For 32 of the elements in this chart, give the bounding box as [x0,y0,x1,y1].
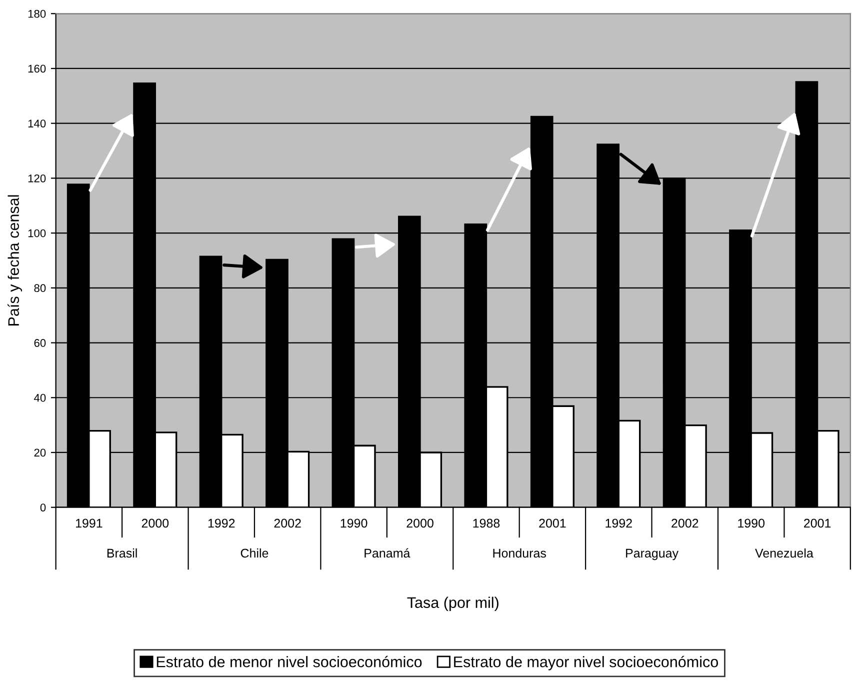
y-tick-label: 80 [34,284,46,292]
x-tick-label: 1992 [606,518,632,528]
text: Honduras [493,548,546,558]
text: Panamá [364,548,410,558]
legend-label: Estrato de menor nivel socioeconómico [156,656,422,668]
x-axis-title: Tasa (por mil) [407,596,498,612]
x-tick-label: 1990 [738,518,765,528]
text: Brasil [107,548,137,558]
text: Venezuela [755,548,814,558]
y-tick-label: 160 [28,64,46,73]
x-tick-label: 1991 [76,518,102,528]
x-tick-label: 1990 [340,518,368,528]
x-tick-label: 2002 [274,518,301,528]
legend-label: Estrato de mayor nivel socioeconómico [454,656,718,670]
y-axis-title: País y fecha censal [8,195,22,326]
y-tick-label: 180 [28,10,46,18]
y-tick-label: 60 [34,339,46,347]
x-tick-label: 1992 [208,518,235,528]
y-tick-label: 100 [28,229,46,238]
x-tick-label: 2001 [539,518,566,528]
x-tick-label: 2000 [406,518,434,528]
text: Chile [240,548,268,558]
x-tick-label: 2001 [804,518,831,528]
y-tick-label: 0 [40,504,46,512]
x-tick-label: 2000 [142,518,169,528]
y-tick-label: 40 [34,394,46,402]
y-tick-label: 140 [28,120,46,128]
text: Paraguay [626,548,678,560]
y-tick-label: 20 [34,448,46,457]
y-tick-label: 120 [28,174,46,182]
x-tick-label: 1988 [473,518,500,528]
x-tick-label: 2002 [672,518,698,528]
